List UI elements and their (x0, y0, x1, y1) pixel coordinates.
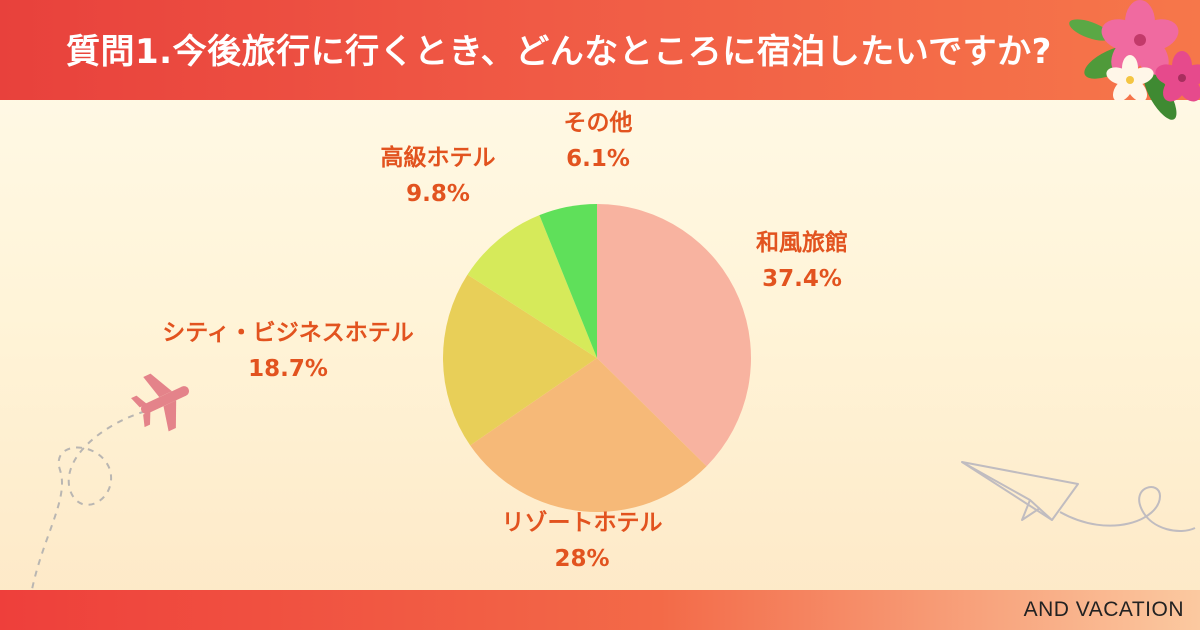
slice-label: 高級ホテル (381, 144, 496, 171)
footer-bar: AND VACATION (0, 590, 1200, 630)
title-banner: 質問1.今後旅行に行くとき、どんなところに宿泊したいですか? (0, 0, 1200, 100)
slice-labels: 和風旅館 37.4% リゾートホテル 28% シティ・ビジネスホテル 18.7% 高級ホテル… (162, 110, 848, 572)
slice-label: 和風旅館 (756, 229, 848, 256)
slice-value-label: 28% (554, 546, 609, 572)
pie-slice (539, 204, 597, 358)
slice-label: リゾートホテル (502, 509, 663, 536)
pie-slice (470, 358, 707, 512)
slice-value-label: 6.1% (566, 146, 630, 172)
pie-slice (597, 204, 751, 467)
slice-label: シティ・ビジネスホテル (162, 320, 414, 346)
page-title: 質問1.今後旅行に行くとき、どんなところに宿泊したいですか? (66, 32, 1052, 72)
slice-label: その他 (564, 110, 633, 136)
pie-slice (442, 274, 597, 446)
slice-value-label: 9.8% (406, 181, 470, 207)
slice-value-label: 37.4% (762, 266, 842, 292)
brand-name: AND VACATION (1023, 598, 1184, 621)
pie-slices (442, 204, 751, 512)
pie-slice (467, 215, 597, 358)
slice-value-label: 18.7% (248, 356, 328, 382)
